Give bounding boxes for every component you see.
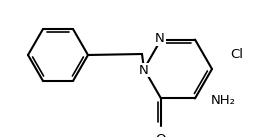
Text: Cl: Cl [230, 48, 243, 61]
Text: N: N [155, 32, 165, 45]
Text: NH₂: NH₂ [211, 94, 236, 107]
Text: N: N [139, 64, 149, 76]
Text: O: O [156, 133, 166, 137]
